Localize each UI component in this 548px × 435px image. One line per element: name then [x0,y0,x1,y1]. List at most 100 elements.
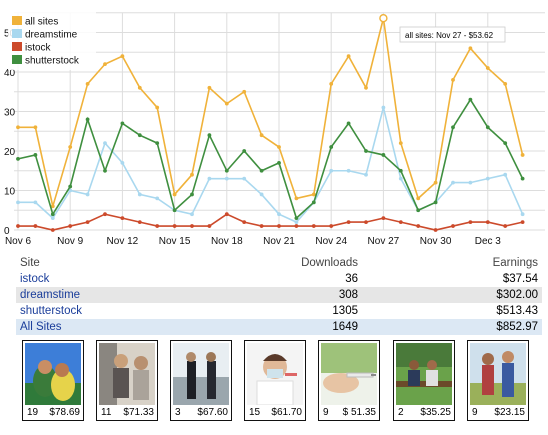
data-point-all-sites[interactable] [68,145,73,149]
site-link-dreamstime[interactable]: dreamstime [20,289,81,301]
data-point-shutterstock[interactable] [190,192,194,197]
data-point-dreamstime[interactable] [451,180,455,185]
data-point-istock[interactable] [451,224,455,228]
data-point-shutterstock[interactable] [277,160,281,165]
data-point-istock[interactable] [120,216,125,221]
data-point-shutterstock[interactable] [242,149,247,153]
data-point-istock[interactable] [224,212,229,217]
data-point-shutterstock[interactable] [398,168,403,173]
data-point-all-sites[interactable] [242,89,247,94]
data-point-shutterstock[interactable] [103,168,107,173]
data-point-all-sites[interactable] [503,81,508,86]
site-link-all-sites[interactable]: All Sites [20,321,62,333]
data-point-istock[interactable] [190,224,194,228]
data-point-all-sites[interactable] [16,125,20,130]
data-point-dreamstime[interactable] [346,168,351,173]
data-point-istock[interactable] [468,220,473,225]
highlighted-point[interactable] [379,14,388,23]
data-point-shutterstock[interactable] [224,168,229,173]
data-point-all-sites[interactable] [398,141,403,146]
data-point-istock[interactable] [103,212,107,217]
stock-photo-image[interactable] [247,343,303,405]
data-point-all-sites[interactable] [311,192,316,197]
data-point-shutterstock[interactable] [120,121,125,126]
data-point-dreamstime[interactable] [277,212,281,217]
data-point-all-sites[interactable] [207,85,212,90]
data-point-shutterstock[interactable] [451,125,455,130]
data-point-shutterstock[interactable] [155,141,160,146]
data-point-dreamstime[interactable] [155,196,160,201]
data-point-shutterstock[interactable] [346,121,351,126]
data-point-istock[interactable] [16,224,20,228]
data-point-shutterstock[interactable] [485,125,490,130]
data-point-shutterstock[interactable] [16,157,20,161]
data-point-dreamstime[interactable] [120,160,125,165]
top-image-thumbnail[interactable]: 3 $67.60 [170,340,232,421]
data-point-dreamstime[interactable] [294,220,299,225]
data-point-dreamstime[interactable] [16,200,20,205]
stock-photo-image[interactable] [321,343,377,405]
data-point-all-sites[interactable] [172,192,177,197]
data-point-all-sites[interactable] [294,196,299,201]
data-point-all-sites[interactable] [120,54,125,59]
stock-photo-image[interactable] [25,343,81,405]
data-point-shutterstock[interactable] [520,176,525,181]
data-point-dreamstime[interactable] [364,172,368,177]
data-point-istock[interactable] [433,228,438,232]
data-point-all-sites[interactable] [485,66,490,70]
stock-photo-image[interactable] [173,343,229,405]
stock-photo-image[interactable] [396,343,452,405]
data-point-dreamstime[interactable] [503,172,508,177]
data-point-dreamstime[interactable] [50,216,55,221]
data-point-all-sites[interactable] [259,133,264,138]
data-point-dreamstime[interactable] [207,176,212,181]
top-image-thumbnail[interactable]: 11 $71.33 [96,340,158,421]
data-point-dreamstime[interactable] [329,168,334,173]
data-point-istock[interactable] [50,228,55,232]
data-point-dreamstime[interactable] [190,212,194,217]
data-point-shutterstock[interactable] [381,153,386,157]
data-point-shutterstock[interactable] [503,141,508,146]
data-point-istock[interactable] [364,220,368,225]
data-point-shutterstock[interactable] [172,208,177,213]
data-point-dreamstime[interactable] [381,105,386,110]
data-point-dreamstime[interactable] [137,192,142,197]
data-point-shutterstock[interactable] [416,208,421,213]
data-point-dreamstime[interactable] [242,176,247,181]
data-point-dreamstime[interactable] [259,192,264,197]
data-point-istock[interactable] [277,224,281,228]
top-image-thumbnail[interactable]: 15 $61.70 [244,340,306,421]
data-point-all-sites[interactable] [520,153,525,157]
data-point-all-sites[interactable] [364,85,368,90]
data-point-istock[interactable] [294,224,299,228]
data-point-istock[interactable] [416,224,421,228]
data-point-istock[interactable] [503,224,508,228]
data-point-dreamstime[interactable] [85,192,90,197]
data-point-shutterstock[interactable] [137,133,142,138]
data-point-shutterstock[interactable] [207,133,212,138]
data-point-istock[interactable] [381,216,386,221]
data-point-all-sites[interactable] [155,105,160,110]
data-point-all-sites[interactable] [346,54,351,59]
data-point-dreamstime[interactable] [103,141,107,146]
data-point-shutterstock[interactable] [364,149,368,153]
data-point-shutterstock[interactable] [468,97,473,102]
data-point-istock[interactable] [137,220,142,225]
data-point-istock[interactable] [329,224,334,228]
site-link-shutterstock[interactable]: shutterstock [20,305,82,317]
data-point-dreamstime[interactable] [520,212,525,217]
stock-photo-image[interactable] [470,343,526,405]
data-point-istock[interactable] [398,220,403,225]
data-point-all-sites[interactable] [50,204,55,209]
data-point-all-sites[interactable] [190,172,194,177]
site-link-istock[interactable]: istock [20,273,50,285]
data-point-all-sites[interactable] [85,81,90,86]
data-point-shutterstock[interactable] [433,200,438,205]
data-point-all-sites[interactable] [468,46,473,51]
data-point-istock[interactable] [172,224,177,228]
data-point-shutterstock[interactable] [259,168,264,173]
top-image-thumbnail[interactable]: 19 $78.69 [22,340,84,421]
data-point-all-sites[interactable] [451,78,455,82]
data-point-all-sites[interactable] [277,145,281,149]
data-point-all-sites[interactable] [137,85,142,90]
